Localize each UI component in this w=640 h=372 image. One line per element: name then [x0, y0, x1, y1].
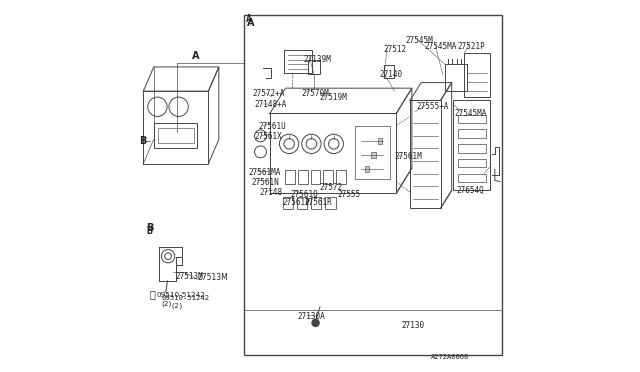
Text: (2): (2)	[170, 302, 184, 309]
Text: 27561MA: 27561MA	[248, 169, 281, 177]
Text: 27545M: 27545M	[406, 36, 433, 45]
Text: A: A	[246, 14, 252, 23]
Text: 27513M: 27513M	[175, 272, 204, 280]
Circle shape	[312, 319, 319, 327]
Bar	[310, 170, 321, 184]
Text: 27130: 27130	[402, 321, 425, 330]
Bar	[323, 170, 333, 184]
Text: B: B	[140, 136, 147, 146]
Bar	[371, 152, 376, 158]
Bar	[298, 170, 308, 184]
Text: Ⓢ: Ⓢ	[150, 289, 156, 299]
Text: 27521P: 27521P	[458, 42, 485, 51]
Bar	[270, 113, 396, 193]
Text: 27139M: 27139M	[303, 55, 331, 64]
Bar	[445, 64, 467, 91]
Bar	[284, 50, 312, 73]
Bar	[458, 115, 486, 123]
Text: 27561R: 27561R	[305, 198, 332, 207]
Text: 27148: 27148	[260, 188, 283, 197]
Text: B: B	[146, 227, 152, 236]
Bar	[283, 197, 293, 209]
Bar	[365, 166, 369, 172]
Bar	[244, 15, 502, 355]
Bar	[325, 197, 335, 209]
Text: 27654Q: 27654Q	[457, 186, 484, 195]
Text: (2): (2)	[161, 300, 172, 307]
Bar	[311, 197, 321, 209]
Text: 27561U: 27561U	[259, 122, 286, 131]
Text: A: A	[246, 18, 254, 28]
Bar	[378, 138, 383, 144]
Text: 27148+A: 27148+A	[255, 100, 287, 109]
Text: 27140: 27140	[380, 70, 403, 79]
Text: 27570M: 27570M	[301, 89, 329, 97]
Bar	[336, 170, 346, 184]
Text: 27512: 27512	[383, 45, 406, 54]
Bar	[308, 60, 320, 74]
Text: 09510-51242: 09510-51242	[162, 295, 210, 301]
Text: A: A	[191, 51, 199, 61]
Bar	[458, 159, 486, 167]
Bar	[355, 126, 390, 179]
Bar	[285, 170, 295, 184]
Text: 09510-51242: 09510-51242	[156, 292, 205, 298]
Bar	[384, 65, 394, 78]
Text: 27561M: 27561M	[394, 153, 422, 161]
Bar	[410, 100, 440, 208]
Bar	[458, 144, 486, 153]
Text: A272A0060: A272A0060	[431, 354, 468, 360]
Bar	[458, 174, 486, 182]
Text: 27513M: 27513M	[198, 273, 228, 282]
Bar	[154, 123, 197, 148]
Text: 27561P: 27561P	[282, 198, 310, 207]
Bar	[458, 129, 486, 138]
Text: 27572: 27572	[319, 183, 342, 192]
Text: 27130A: 27130A	[298, 312, 325, 321]
Text: B: B	[146, 223, 153, 233]
Bar	[453, 100, 490, 190]
Text: 27555+A: 27555+A	[416, 102, 449, 110]
Text: 27572+A: 27572+A	[252, 89, 285, 98]
Text: 27561X: 27561X	[255, 132, 283, 141]
Text: 27519M: 27519M	[319, 93, 347, 102]
Text: 27561Q: 27561Q	[291, 190, 318, 199]
Bar	[158, 128, 193, 143]
Bar	[297, 197, 307, 209]
Text: 27545MA: 27545MA	[454, 109, 487, 118]
Text: 27555: 27555	[338, 190, 361, 199]
Text: 27545MA: 27545MA	[424, 42, 456, 51]
Bar	[465, 53, 490, 97]
Text: 27561N: 27561N	[251, 178, 279, 187]
